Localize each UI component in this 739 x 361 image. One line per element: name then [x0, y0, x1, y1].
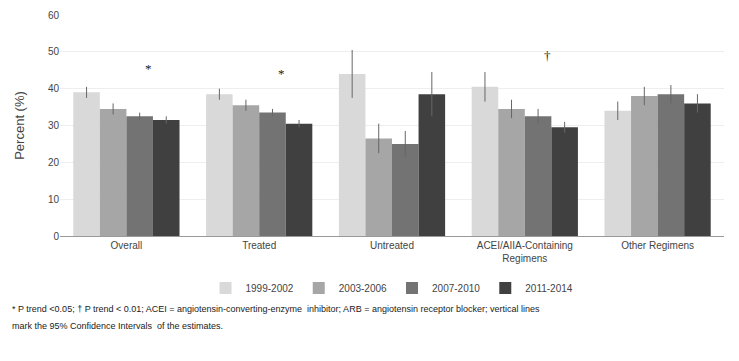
svg-text:0: 0	[53, 231, 59, 242]
svg-text:* P trend <0.05; † P trend < 0: * P trend <0.05; † P trend < 0.01; ACEI …	[12, 304, 540, 314]
svg-text:2011-2014: 2011-2014	[525, 283, 573, 294]
svg-text:*: *	[278, 66, 285, 81]
svg-text:1999-2002: 1999-2002	[246, 283, 294, 294]
svg-text:60: 60	[48, 10, 60, 21]
svg-text:Percent (%): Percent (%)	[12, 91, 27, 160]
svg-text:Overall: Overall	[111, 240, 143, 251]
svg-text:20: 20	[48, 157, 60, 168]
svg-text:10: 10	[48, 194, 60, 205]
svg-text:2007-2010: 2007-2010	[432, 283, 480, 294]
svg-text:40: 40	[48, 83, 60, 94]
svg-text:2003-2006: 2003-2006	[339, 283, 387, 294]
svg-text:Other Regimens: Other Regimens	[621, 240, 694, 251]
svg-text:*: *	[145, 61, 152, 76]
svg-text:30: 30	[48, 120, 60, 131]
svg-text:Treated: Treated	[242, 240, 276, 251]
svg-text:50: 50	[48, 46, 60, 57]
svg-text:ACEI/AIIA-ContainingRegimens: ACEI/AIIA-ContainingRegimens	[477, 240, 573, 264]
svg-text:†: †	[544, 48, 551, 63]
svg-text:Untreated: Untreated	[370, 240, 414, 251]
svg-text:mark the 95% Confidence Interv: mark the 95% Confidence Intervals of the…	[12, 321, 223, 331]
